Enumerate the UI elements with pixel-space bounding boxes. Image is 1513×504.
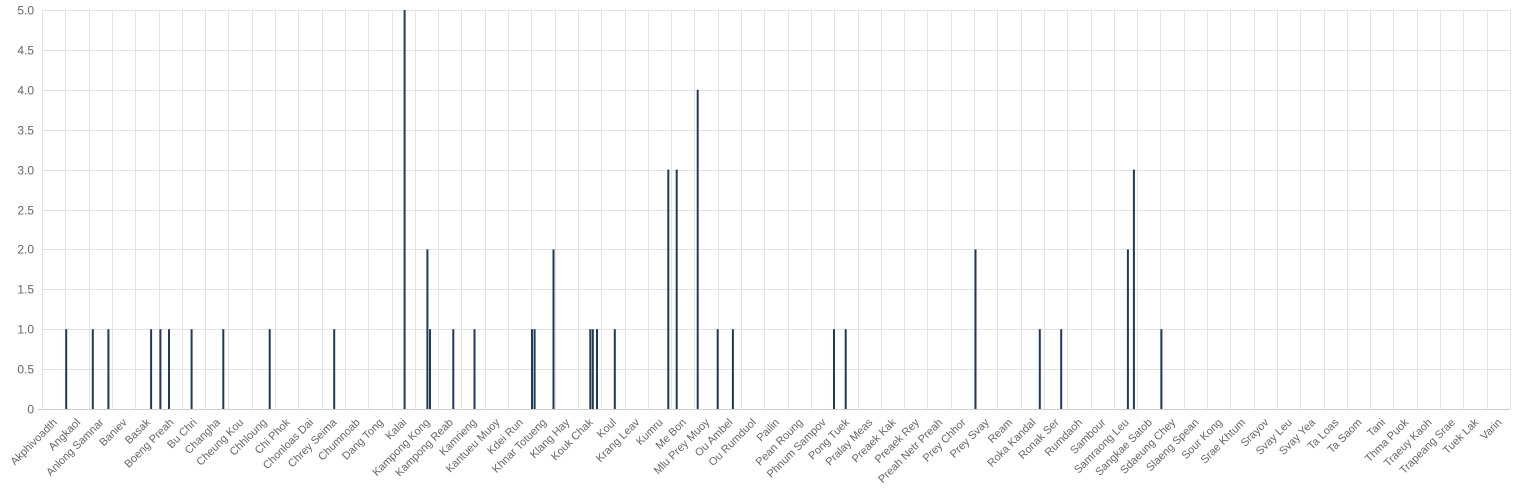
bar bbox=[159, 329, 162, 409]
grid-layer bbox=[38, 10, 1511, 410]
bar bbox=[426, 249, 429, 409]
bar bbox=[613, 329, 616, 409]
bar bbox=[403, 10, 406, 409]
bar bbox=[107, 329, 110, 409]
bar bbox=[190, 329, 193, 409]
y-tick-label: 5.0 bbox=[17, 4, 34, 18]
bar bbox=[696, 89, 699, 410]
bar bbox=[716, 329, 719, 409]
y-tick-label: 0.5 bbox=[17, 363, 34, 377]
y-tick-label: 0 bbox=[27, 403, 34, 417]
bar bbox=[429, 329, 431, 409]
bar bbox=[333, 329, 336, 409]
bar bbox=[1060, 329, 1063, 409]
y-tick-label: 1.0 bbox=[17, 323, 34, 337]
bar bbox=[1160, 329, 1163, 409]
bar bbox=[531, 329, 533, 409]
y-tick-label: 4.0 bbox=[17, 84, 34, 98]
bar bbox=[1132, 169, 1135, 409]
bar bbox=[65, 329, 68, 409]
bar bbox=[533, 329, 536, 409]
y-tick-label: 1.5 bbox=[17, 283, 34, 297]
bar bbox=[833, 329, 835, 409]
bar bbox=[1126, 249, 1129, 409]
y-tick-label: 2.5 bbox=[17, 204, 34, 218]
bar bbox=[552, 249, 555, 409]
bar bbox=[591, 329, 594, 409]
y-tick-label: 2.0 bbox=[17, 243, 34, 257]
bar-layer bbox=[65, 10, 1163, 410]
y-tick-label: 3.5 bbox=[17, 124, 34, 138]
bar bbox=[268, 329, 271, 409]
bar bbox=[974, 249, 977, 409]
x-tick-label: Varin bbox=[1478, 417, 1504, 443]
bar bbox=[1038, 329, 1041, 409]
bar bbox=[596, 329, 598, 409]
bar bbox=[589, 329, 592, 409]
y-tick-label: 3.0 bbox=[17, 164, 34, 178]
bar bbox=[150, 329, 153, 409]
bar bbox=[168, 329, 170, 409]
y-axis-ticks: 0 0.5 1.0 1.5 2.0 2.5 3.0 3.5 4.0 4.5 5.0 bbox=[17, 4, 34, 417]
y-tick-label: 4.5 bbox=[17, 44, 34, 58]
bar bbox=[731, 329, 734, 409]
bar bbox=[667, 169, 670, 409]
bar bbox=[675, 169, 678, 409]
bar bbox=[452, 329, 455, 409]
bar bbox=[91, 329, 94, 409]
bar bbox=[222, 329, 225, 409]
bar bbox=[473, 329, 476, 409]
bar bbox=[844, 329, 847, 409]
